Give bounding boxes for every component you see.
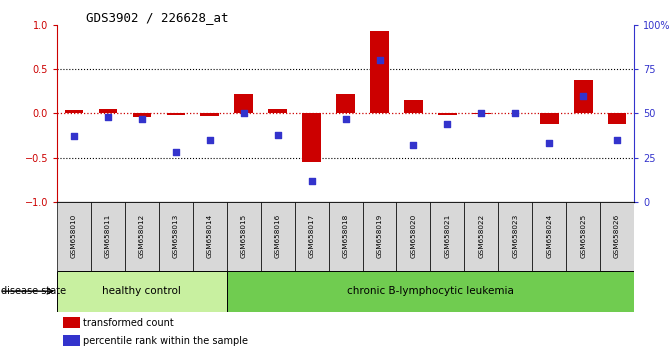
Point	[170, 149, 181, 155]
Bar	[63, 317, 80, 328]
Point	[578, 93, 588, 98]
Bar	[201, 113, 219, 116]
Point	[442, 121, 453, 127]
Bar	[362, 202, 397, 271]
Text: GSM658014: GSM658014	[207, 214, 213, 258]
Point	[272, 132, 283, 137]
Bar	[566, 202, 600, 271]
Point	[340, 116, 351, 121]
Bar	[336, 94, 355, 113]
Text: disease state: disease state	[1, 286, 66, 296]
Bar	[295, 202, 329, 271]
Point	[103, 114, 113, 120]
Bar	[370, 31, 389, 113]
Point	[306, 178, 317, 183]
Bar	[540, 113, 558, 124]
Bar	[608, 113, 627, 124]
Text: GSM658022: GSM658022	[478, 214, 484, 258]
Text: healthy control: healthy control	[103, 286, 181, 296]
Bar	[600, 202, 634, 271]
Bar	[133, 113, 151, 117]
Bar	[499, 202, 532, 271]
Text: GSM658026: GSM658026	[614, 214, 620, 258]
Text: GSM658015: GSM658015	[241, 214, 247, 258]
Bar	[532, 202, 566, 271]
Bar	[64, 110, 83, 113]
Point	[238, 110, 249, 116]
Bar	[574, 80, 592, 113]
Bar	[404, 100, 423, 113]
Bar	[57, 271, 227, 312]
Bar	[464, 202, 499, 271]
Text: GSM658024: GSM658024	[546, 214, 552, 258]
Point	[68, 133, 79, 139]
Text: GSM658010: GSM658010	[71, 214, 77, 258]
Point	[544, 141, 555, 146]
Bar	[227, 202, 261, 271]
Text: GSM658016: GSM658016	[274, 214, 280, 258]
Bar	[430, 202, 464, 271]
Text: GSM658021: GSM658021	[444, 214, 450, 258]
Text: GSM658011: GSM658011	[105, 214, 111, 258]
Bar	[91, 202, 125, 271]
Bar	[99, 109, 117, 113]
Bar	[329, 202, 362, 271]
Text: GSM658025: GSM658025	[580, 214, 586, 258]
Text: GDS3902 / 226628_at: GDS3902 / 226628_at	[86, 11, 228, 24]
Text: GSM658012: GSM658012	[139, 214, 145, 258]
Bar	[261, 202, 295, 271]
Bar	[472, 113, 491, 114]
Point	[408, 142, 419, 148]
Text: chronic B-lymphocytic leukemia: chronic B-lymphocytic leukemia	[347, 286, 514, 296]
Bar	[57, 202, 91, 271]
Point	[374, 57, 385, 63]
Text: GSM658019: GSM658019	[376, 214, 382, 258]
Bar	[166, 113, 185, 115]
Bar	[438, 113, 457, 115]
Bar	[125, 202, 159, 271]
Text: GSM658023: GSM658023	[512, 214, 518, 258]
Point	[205, 137, 215, 143]
Text: GSM658020: GSM658020	[411, 214, 417, 258]
Point	[476, 110, 486, 116]
Bar	[227, 271, 634, 312]
Bar	[268, 109, 287, 113]
Bar	[63, 335, 80, 346]
Bar	[302, 113, 321, 162]
Point	[136, 116, 147, 121]
Text: GSM658017: GSM658017	[309, 214, 315, 258]
Point	[510, 110, 521, 116]
Text: percentile rank within the sample: percentile rank within the sample	[83, 336, 248, 346]
Text: GSM658013: GSM658013	[173, 214, 179, 258]
Point	[612, 137, 623, 143]
Bar	[234, 94, 253, 113]
Bar	[397, 202, 430, 271]
Text: GSM658018: GSM658018	[343, 214, 348, 258]
Text: transformed count: transformed count	[83, 318, 174, 329]
Bar	[193, 202, 227, 271]
Bar	[159, 202, 193, 271]
